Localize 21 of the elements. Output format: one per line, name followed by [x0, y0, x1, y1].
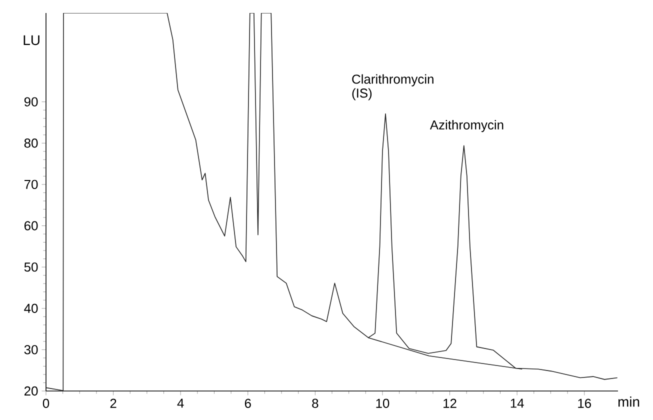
x-tick-label: 12	[444, 398, 456, 408]
y-tick-label: 90	[24, 97, 38, 106]
y-tick-label: 70	[24, 180, 38, 190]
y-tick-label: 40	[24, 304, 38, 313]
x-axis-title: min	[618, 396, 640, 407]
y-axis-title: LU	[24, 35, 40, 46]
x-tick-label: 4	[177, 398, 184, 408]
y-tick-label: 60	[24, 221, 38, 230]
x-tick-label: 10	[376, 398, 390, 408]
annotation: Clarithromycin (IS)	[352, 74, 434, 100]
x-tick-label: 0	[42, 398, 50, 408]
annotation: Azithromycin	[430, 120, 504, 132]
y-tick-label: 80	[24, 138, 38, 148]
x-tick-label: 16	[578, 398, 591, 408]
x-tick-label: 6	[244, 398, 251, 408]
x-tick-label: 2	[110, 398, 116, 408]
y-tick-label: 30	[24, 345, 38, 354]
y-tick-label: 20	[24, 386, 38, 396]
y-tick-label: 50	[24, 262, 38, 272]
x-tick-label: 14	[510, 398, 524, 408]
x-tick-label: 8	[312, 398, 318, 408]
